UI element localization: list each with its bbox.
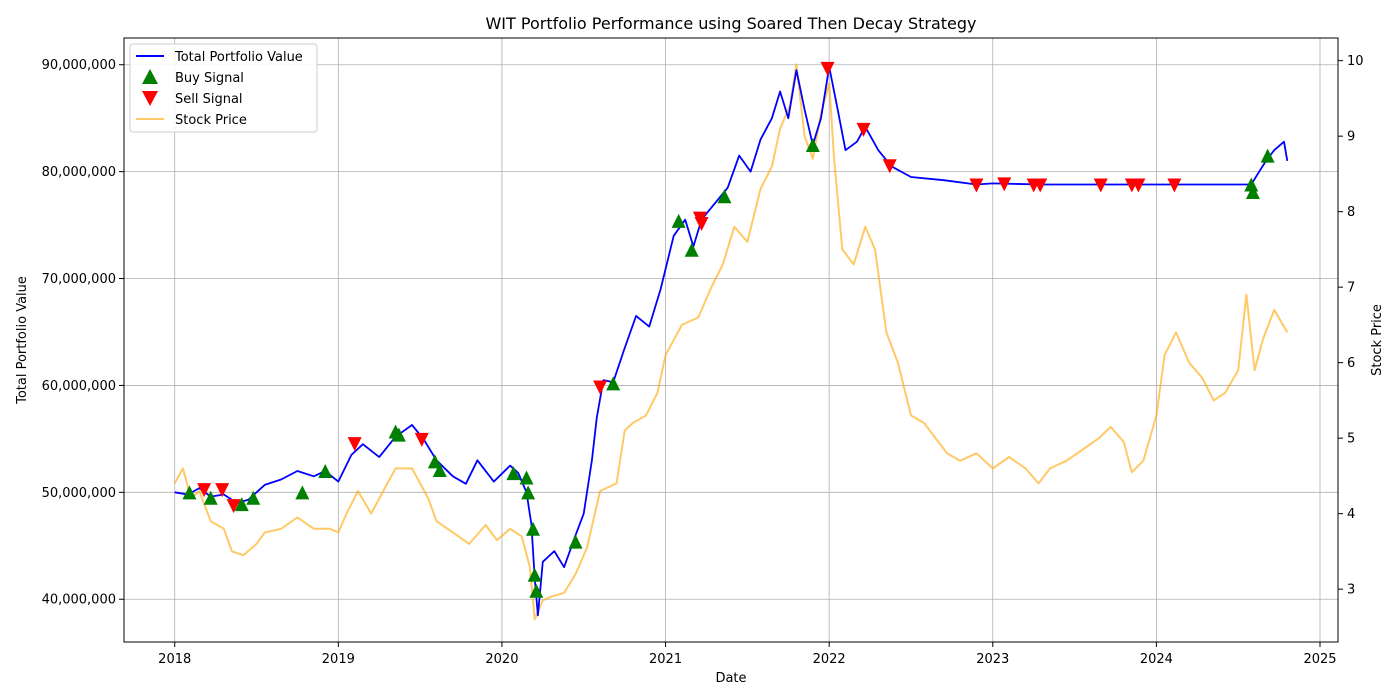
y-axis-right: 3 4 5 6 7 8 9 10 bbox=[1338, 54, 1364, 598]
legend-label-price: Stock Price bbox=[175, 113, 247, 128]
buy-signal-marker bbox=[684, 242, 699, 257]
y-right-tick-label: 9 bbox=[1347, 130, 1355, 145]
y-left-tick-label: 70,000,000 bbox=[42, 272, 116, 287]
buy-signal-marker bbox=[1260, 148, 1275, 163]
buy-signal-marker bbox=[295, 485, 310, 500]
y-right-tick-label: 8 bbox=[1347, 205, 1355, 220]
signal-markers bbox=[182, 61, 1275, 598]
buy-signal-marker bbox=[519, 470, 534, 485]
y-right-tick-label: 7 bbox=[1347, 281, 1355, 296]
buy-signal-marker bbox=[805, 137, 820, 152]
sell-signal-marker bbox=[226, 499, 241, 514]
x-tick-label: 2020 bbox=[485, 652, 518, 667]
sell-signal-marker bbox=[997, 177, 1012, 192]
legend-swatch-sell bbox=[142, 91, 158, 106]
portfolio-value-line bbox=[174, 66, 1289, 617]
stock-price-series bbox=[173, 63, 1289, 621]
y-left-tick-label: 50,000,000 bbox=[42, 486, 116, 501]
buy-signal-marker bbox=[606, 376, 621, 391]
buy-signal-marker bbox=[527, 567, 542, 582]
y-axis-left-label: Total Portfolio Value bbox=[15, 276, 30, 405]
buy-signal-marker bbox=[1245, 185, 1260, 200]
buy-signal-marker bbox=[182, 485, 197, 500]
buy-signal-marker bbox=[432, 462, 447, 477]
sell-signal-marker bbox=[969, 178, 984, 193]
y-left-tick-label: 60,000,000 bbox=[42, 379, 116, 394]
y-right-tick-label: 5 bbox=[1347, 432, 1355, 447]
sell-signal-marker bbox=[1033, 178, 1048, 193]
buy-signal-marker bbox=[1244, 177, 1259, 192]
x-tick-label: 2022 bbox=[813, 652, 846, 667]
sell-signal-marker bbox=[347, 437, 362, 452]
buy-signal-marker bbox=[506, 466, 521, 481]
legend: Total Portfolio Value Buy Signal Sell Si… bbox=[129, 43, 318, 133]
y-axis-right-label: Stock Price bbox=[1370, 304, 1385, 376]
legend-swatch-buy bbox=[142, 69, 158, 84]
grid-lines bbox=[124, 38, 1338, 642]
buy-signal-marker bbox=[529, 583, 544, 598]
buy-signal-marker bbox=[427, 454, 442, 469]
x-tick-label: 2018 bbox=[158, 652, 191, 667]
buy-signal-marker bbox=[391, 427, 406, 442]
x-tick-label: 2023 bbox=[976, 652, 1009, 667]
x-axis: 2018 2019 2020 2021 2022 2023 2024 2025 bbox=[158, 642, 1337, 667]
sell-signal-marker bbox=[694, 216, 709, 231]
plot-frame bbox=[123, 37, 1339, 643]
buy-signal-marker bbox=[717, 189, 732, 204]
chart-title: WIT Portfolio Performance using Soared T… bbox=[485, 14, 976, 33]
portfolio-value-series bbox=[174, 66, 1289, 617]
y-axis-left: 40,000,000 50,000,000 60,000,000 70,000,000… bbox=[42, 58, 124, 608]
buy-signal-marker bbox=[526, 521, 541, 536]
sell-signal-marker bbox=[593, 380, 608, 395]
legend-label-sell: Sell Signal bbox=[175, 92, 243, 107]
y-right-tick-label: 4 bbox=[1347, 507, 1355, 522]
sell-signal-marker bbox=[820, 61, 835, 76]
buy-signal-marker bbox=[318, 464, 333, 479]
y-right-tick-label: 10 bbox=[1347, 54, 1364, 69]
sell-signal-marker bbox=[1167, 178, 1182, 193]
sell-signal-marker bbox=[1093, 178, 1108, 193]
buy-signal-marker bbox=[246, 490, 261, 505]
buy-signal-marker bbox=[234, 497, 249, 512]
sell-signal-marker bbox=[215, 483, 230, 498]
y-left-tick-label: 80,000,000 bbox=[42, 165, 116, 180]
x-axis-label: Date bbox=[715, 671, 746, 686]
sell-signal-marker bbox=[882, 159, 897, 174]
legend-box bbox=[129, 43, 318, 133]
sell-signal-marker bbox=[1131, 178, 1146, 193]
sell-signal-marker bbox=[856, 122, 871, 137]
x-tick-label: 2021 bbox=[649, 652, 682, 667]
x-tick-label: 2024 bbox=[1140, 652, 1173, 667]
stock-price-line bbox=[173, 63, 1289, 621]
buy-signal-marker bbox=[521, 485, 536, 500]
buy-signal-marker bbox=[568, 534, 583, 549]
y-right-tick-label: 6 bbox=[1347, 356, 1355, 371]
buy-signal-marker bbox=[203, 490, 218, 505]
y-right-tick-label: 3 bbox=[1347, 583, 1355, 598]
y-left-tick-label: 40,000,000 bbox=[42, 593, 116, 608]
y-left-tick-label: 90,000,000 bbox=[42, 58, 116, 73]
x-tick-label: 2025 bbox=[1303, 652, 1336, 667]
x-tick-label: 2019 bbox=[322, 652, 355, 667]
sell-signal-marker bbox=[197, 483, 212, 498]
legend-label-portfolio: Total Portfolio Value bbox=[174, 50, 303, 65]
legend-label-buy: Buy Signal bbox=[175, 71, 244, 86]
buy-signal-marker bbox=[671, 213, 686, 228]
sell-signal-marker bbox=[414, 432, 429, 447]
